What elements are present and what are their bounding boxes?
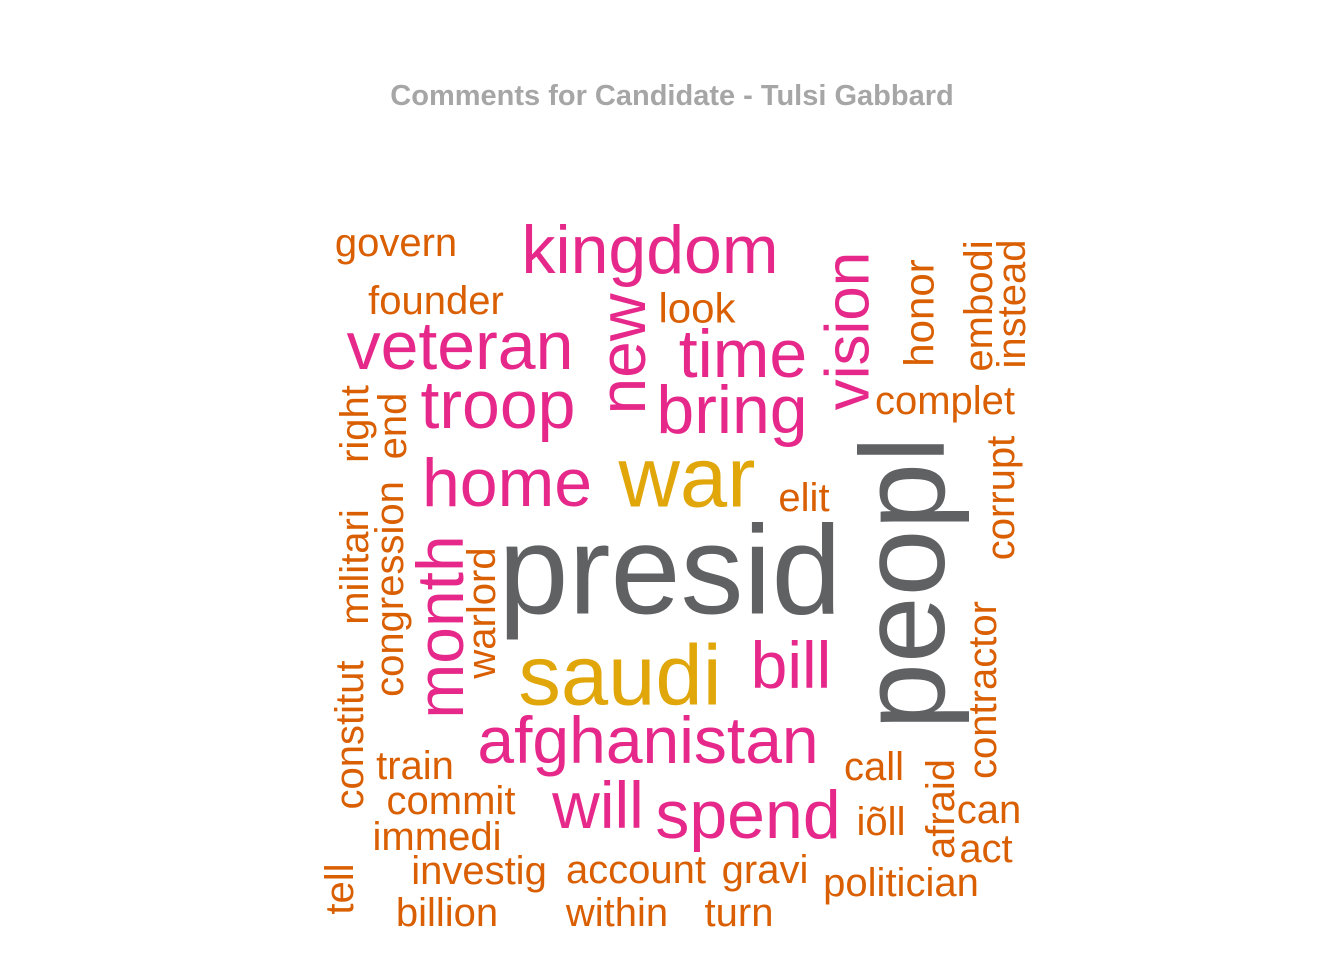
word-billion: billion: [396, 891, 498, 935]
word-war: war: [618, 431, 756, 526]
word-spend: spend: [655, 777, 840, 853]
word-embodi: embodi: [957, 240, 1001, 371]
word-politician: politician: [823, 861, 979, 905]
word-commit: commit: [387, 779, 516, 823]
word-honor: honor: [896, 259, 943, 366]
word-time: time: [679, 316, 807, 392]
word-contractor: contractor: [961, 601, 1005, 779]
word-immedi: immedi: [373, 815, 502, 859]
word-elit: elit: [778, 476, 829, 520]
word-right: right: [333, 385, 377, 463]
word-vision: vision: [814, 252, 883, 411]
word-ill: iõll: [857, 800, 906, 844]
word-afghanistan: afghanistan: [477, 703, 818, 777]
word-militari: militari: [333, 509, 377, 625]
word-gravi: gravi: [722, 848, 809, 892]
word-veteran: veteran: [347, 308, 574, 384]
word-investig: investig: [411, 849, 547, 893]
word-act: act: [959, 827, 1012, 871]
word-will: will: [551, 768, 644, 842]
word-warlord: warlord: [460, 547, 504, 679]
word-corrupt: corrupt: [979, 436, 1023, 561]
word-congression: congression: [368, 481, 412, 697]
word-presid: presid: [498, 500, 841, 641]
word-govern: govern: [335, 221, 457, 265]
word-within: within: [565, 891, 668, 935]
word-turn: turn: [705, 891, 774, 935]
word-troop: troop: [421, 367, 576, 443]
word-kingdom: kingdom: [521, 212, 778, 288]
word-home: home: [422, 445, 592, 521]
word-constitut: constitut: [328, 661, 372, 810]
word-founder: founder: [368, 279, 504, 323]
word-new: new: [585, 293, 659, 414]
chart-title: Comments for Candidate - Tulsi Gabbard: [390, 80, 954, 112]
word-end: end: [371, 393, 415, 460]
word-look: look: [658, 285, 736, 332]
word-peopl: peopl: [836, 436, 970, 730]
word-bring: bring: [656, 372, 807, 448]
word-call: call: [844, 745, 904, 789]
word-month: month: [403, 535, 477, 718]
word-train: train: [376, 744, 454, 788]
word-tell: tell: [318, 863, 362, 914]
word-afraid: afraid: [919, 759, 963, 859]
word-instead: instead: [990, 240, 1034, 369]
word-complet: complet: [875, 379, 1015, 423]
word-saudi: saudi: [518, 629, 721, 724]
word-bill: bill: [751, 628, 832, 702]
word-can: can: [957, 788, 1022, 832]
word-account: account: [566, 848, 706, 892]
